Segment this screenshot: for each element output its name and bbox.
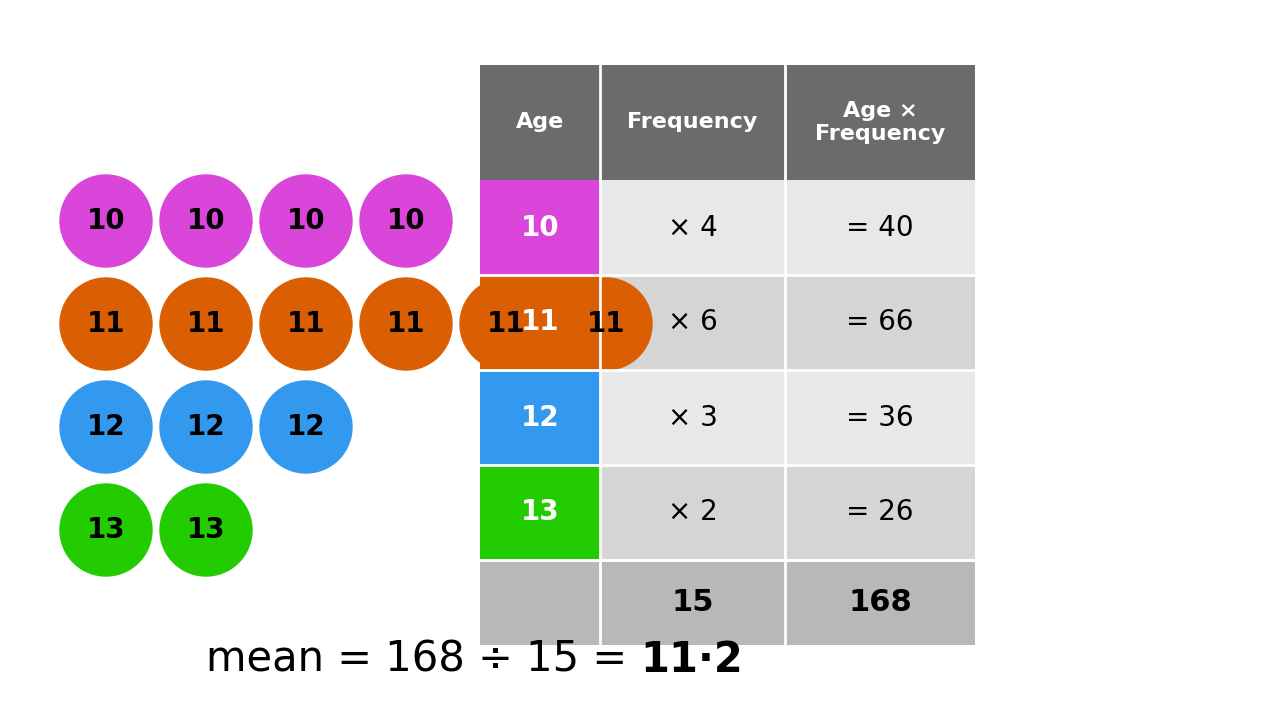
FancyBboxPatch shape — [480, 465, 600, 560]
Text: 11: 11 — [87, 310, 125, 338]
Text: 15: 15 — [671, 588, 714, 617]
Text: 13: 13 — [187, 516, 225, 544]
FancyBboxPatch shape — [785, 465, 975, 560]
Text: 10: 10 — [521, 214, 559, 241]
Text: 13: 13 — [521, 498, 559, 526]
FancyBboxPatch shape — [785, 275, 975, 370]
Text: 12: 12 — [187, 413, 225, 441]
Circle shape — [160, 278, 252, 370]
FancyBboxPatch shape — [600, 465, 785, 560]
Text: × 4: × 4 — [668, 214, 717, 241]
Text: 10: 10 — [87, 207, 125, 235]
Text: 12: 12 — [521, 403, 559, 431]
Text: 12: 12 — [87, 413, 125, 441]
Text: × 3: × 3 — [668, 403, 717, 431]
Circle shape — [260, 175, 352, 267]
Text: Age ×
Frequency: Age × Frequency — [815, 101, 945, 144]
FancyBboxPatch shape — [785, 560, 975, 645]
Text: 11: 11 — [187, 310, 225, 338]
Circle shape — [561, 278, 652, 370]
Circle shape — [60, 484, 152, 576]
FancyBboxPatch shape — [480, 560, 600, 645]
FancyBboxPatch shape — [600, 370, 785, 465]
Text: 11: 11 — [287, 310, 325, 338]
Text: × 2: × 2 — [668, 498, 717, 526]
Text: 11·2: 11·2 — [640, 639, 742, 681]
Text: = 66: = 66 — [846, 308, 914, 336]
FancyBboxPatch shape — [480, 370, 600, 465]
Text: 13: 13 — [87, 516, 125, 544]
Text: 10: 10 — [387, 207, 425, 235]
Text: = 40: = 40 — [846, 214, 914, 241]
Text: 11: 11 — [521, 308, 559, 336]
Text: Frequency: Frequency — [627, 112, 758, 132]
Text: 10: 10 — [287, 207, 325, 235]
FancyBboxPatch shape — [480, 275, 600, 370]
Text: 168: 168 — [849, 588, 911, 617]
Text: Age: Age — [516, 112, 564, 132]
FancyBboxPatch shape — [480, 180, 600, 275]
Circle shape — [360, 278, 452, 370]
Text: mean = 168 ÷ 15 =: mean = 168 ÷ 15 = — [206, 639, 640, 681]
Text: = 36: = 36 — [846, 403, 914, 431]
Circle shape — [60, 175, 152, 267]
FancyBboxPatch shape — [480, 65, 975, 180]
FancyBboxPatch shape — [600, 275, 785, 370]
Text: 12: 12 — [287, 413, 325, 441]
FancyBboxPatch shape — [785, 370, 975, 465]
Text: 10: 10 — [187, 207, 225, 235]
Text: 11: 11 — [387, 310, 425, 338]
FancyBboxPatch shape — [785, 180, 975, 275]
Circle shape — [60, 381, 152, 473]
Circle shape — [60, 278, 152, 370]
Text: × 6: × 6 — [668, 308, 717, 336]
Circle shape — [360, 175, 452, 267]
Circle shape — [260, 278, 352, 370]
Text: = 26: = 26 — [846, 498, 914, 526]
Circle shape — [460, 278, 552, 370]
Circle shape — [160, 484, 252, 576]
FancyBboxPatch shape — [600, 180, 785, 275]
Text: 11: 11 — [586, 310, 625, 338]
Circle shape — [160, 381, 252, 473]
FancyBboxPatch shape — [600, 560, 785, 645]
Text: 11: 11 — [486, 310, 525, 338]
Circle shape — [260, 381, 352, 473]
Circle shape — [160, 175, 252, 267]
